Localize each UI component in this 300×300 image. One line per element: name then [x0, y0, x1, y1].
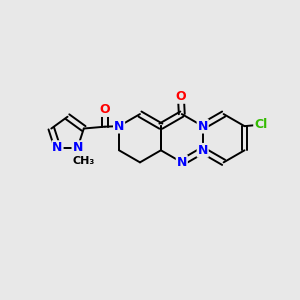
Text: N: N [197, 120, 208, 133]
Text: O: O [100, 103, 110, 116]
Text: Cl: Cl [254, 118, 267, 131]
Text: N: N [72, 141, 83, 154]
Text: O: O [176, 90, 186, 103]
Text: N: N [197, 144, 208, 157]
Text: N: N [52, 141, 63, 154]
Text: N: N [114, 120, 124, 133]
Text: N: N [177, 156, 187, 169]
Text: CH₃: CH₃ [72, 156, 94, 166]
